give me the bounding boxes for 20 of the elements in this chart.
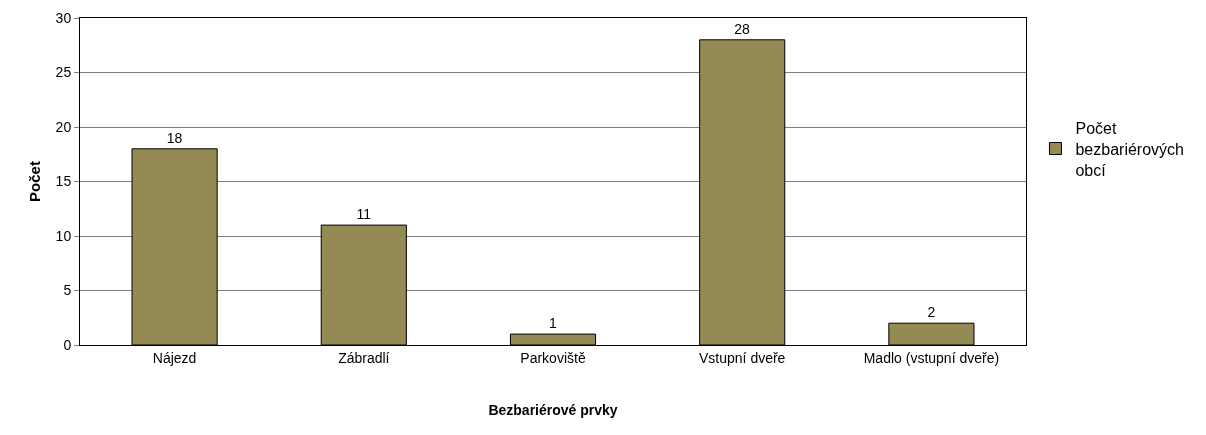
y-tick-label: 10 [55,227,72,244]
x-axis-title: Bezbariérové prvky [488,402,618,419]
y-tick-label: 20 [55,118,72,135]
x-tick-label: Madlo (vstupní dveře) [863,349,1000,366]
x-tick-label: Zábradlí [338,349,390,366]
data-label: 11 [356,206,372,223]
y-tick-label: 15 [55,173,72,190]
data-label: 28 [734,20,751,37]
data-label: 18 [166,129,183,146]
y-tick-label: 5 [63,282,72,299]
y-tick-label: 25 [55,64,72,81]
legend-label: Počet bezbariérových obcí [1075,119,1184,179]
y-tick-label: 30 [55,9,72,26]
x-tick-label: Parkoviště [520,349,586,366]
x-tick-label: Nájezd [152,349,197,366]
data-label: 2 [927,304,936,321]
x-tick-label: Vstupní dveře [699,349,786,366]
y-axis-title: Počet [26,161,43,202]
y-tick-label: 0 [63,336,72,353]
data-label: 1 [549,315,557,332]
